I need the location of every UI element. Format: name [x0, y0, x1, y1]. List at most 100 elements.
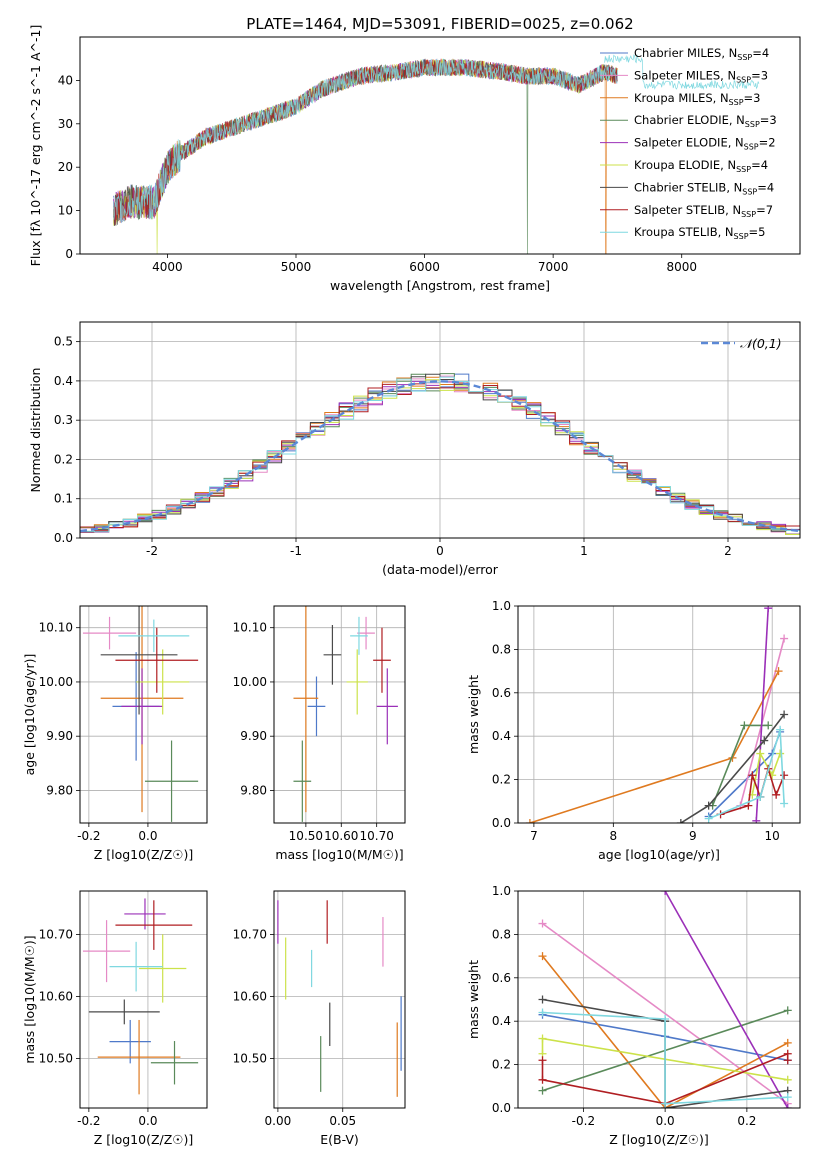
legend-sub: SSP	[742, 187, 757, 196]
y-tick-label: 0.4	[54, 374, 73, 388]
spectrum-axes: 4000 5000 6000 7000 8000 0 10 20 30 40 wavelength …	[28, 25, 697, 293]
y-tick-label: 0.4	[492, 729, 511, 743]
x-tick-label: 0.0	[656, 1114, 675, 1128]
y-axis-label: Normed distribution	[28, 368, 43, 493]
y-tick-label: 20	[58, 160, 73, 174]
series-marker	[774, 667, 783, 676]
normal-curve	[80, 380, 800, 533]
legend-sub: SSP	[729, 98, 744, 107]
y-tick-label: 10.10	[39, 621, 73, 635]
y-tick-label: 10.60	[233, 989, 267, 1003]
y-axis-label: mass [log10(M/M☉)]	[22, 935, 37, 1063]
mass_vs_Z-points	[82, 898, 199, 1095]
errorbar-point	[121, 668, 163, 745]
histogram-kroupa-elodie	[80, 379, 800, 535]
y-tick-label: 0.3	[54, 413, 73, 427]
x-tick-label: 0.05	[329, 1114, 356, 1128]
x-axis-label: Z [log10(Z/Z☉)]	[94, 1132, 194, 1147]
errorbar-point	[82, 920, 131, 983]
y-tick-label: 10	[58, 204, 73, 218]
series-marker	[783, 1104, 792, 1108]
x-axis-label: wavelength [Angstrom, rest frame]	[330, 278, 550, 293]
series-line	[708, 729, 785, 820]
spectrum-chabrier-elodie	[113, 58, 618, 254]
series-marker	[538, 1086, 547, 1095]
y-tick-label: 0.2	[492, 1058, 511, 1072]
x-tick-label: -0.2	[77, 829, 100, 843]
plot-layer: 4000 5000 6000 7000 8000010203040wavelength …	[22, 25, 801, 1147]
massweight_vs_Z-axes: -0.2 0.0 0.2 0.0 0.2 0.4 0.6 0.8 1.0 Z [log10(Z/Z…	[466, 884, 800, 1147]
errorbar-point	[115, 900, 193, 950]
x-tick-label: 5000	[281, 260, 312, 274]
legend-n: =3	[744, 91, 761, 105]
y-tick-label: 9.80	[240, 783, 267, 797]
series-marker	[783, 1038, 792, 1047]
series-marker	[756, 749, 765, 758]
histogram-kroupa-stelib	[80, 376, 800, 533]
y-tick-label: 0.0	[54, 531, 73, 545]
x-tick-label: 2	[724, 544, 732, 558]
x-tick-label: 10	[765, 829, 780, 843]
errorbar-point	[109, 1019, 151, 1064]
y-tick-label: 0.2	[492, 773, 511, 787]
mass_vs_ebv-axes: 0.00 0.05 10.50 10.60 10.70 E(B-V)	[233, 891, 405, 1147]
x-tick-label: 0.0	[138, 1114, 157, 1128]
x-tick-label: 7000	[538, 260, 569, 274]
y-tick-label: 10.00	[39, 675, 73, 689]
series-marker	[538, 1034, 547, 1043]
x-axis-label: Z [log10(Z/Z☉)]	[609, 1132, 709, 1147]
y-tick-label: 9.90	[46, 729, 73, 743]
histogram-salpeter-stelib	[80, 382, 800, 532]
legend-entry: Salpeter ELODIE, NSSP=2	[634, 136, 776, 152]
series-marker	[776, 725, 785, 734]
errorbar-point	[376, 668, 398, 745]
series-marker	[780, 634, 789, 643]
errorbar-point	[115, 627, 199, 693]
spectrum-kroupa-stelib-tail	[604, 54, 760, 91]
y-tick-label: 0.8	[492, 927, 511, 941]
spectrum-legend: Chabrier MILES, NSSP=4 Salpeter MILES, NS…	[600, 46, 777, 241]
massweight_vs_age-series	[525, 606, 789, 823]
legend-n: =3	[751, 68, 768, 82]
series-marker	[783, 1056, 792, 1065]
x-tick-label: 0.2	[737, 1114, 756, 1128]
y-tick-label: 0.4	[492, 1014, 511, 1028]
errorbar-point	[373, 627, 391, 693]
age_vs_Z-axes: -0.2 0.0 9.80 9.90 10.00 10.10 Z [log10(Z/Z☉)]…	[22, 606, 207, 862]
y-tick-label: 0	[65, 247, 73, 261]
legend-sub: SSP	[734, 232, 749, 241]
legend-n: =7	[756, 203, 773, 217]
x-tick-label: 9	[689, 829, 697, 843]
series-marker	[676, 819, 685, 823]
massweight_vs_Z-series	[538, 891, 792, 1108]
errorbar-point	[293, 740, 312, 822]
y-tick-label: 40	[58, 73, 73, 87]
y-tick-label: 10.00	[233, 675, 267, 689]
y-tick-label: 9.80	[46, 783, 73, 797]
errorbar-point	[350, 616, 368, 655]
series-marker	[780, 799, 789, 808]
series-marker	[776, 749, 785, 758]
errorbar-point	[144, 740, 199, 822]
series-marker	[661, 1099, 670, 1108]
y-tick-label: 1.0	[492, 884, 511, 898]
series-marker	[748, 771, 757, 780]
y-tick-label: 0.0	[492, 816, 511, 830]
legend-entry: Salpeter STELIB, NSSP=7	[634, 203, 773, 219]
y-tick-label: 10.50	[39, 1051, 73, 1065]
age_vs_mass-frame	[273, 605, 406, 824]
series-marker	[744, 801, 753, 810]
legend-entry: Chabrier MILES, NSSP=4	[634, 46, 769, 62]
errorbar-point	[139, 934, 187, 1003]
y-tick-label: 10.70	[233, 927, 267, 941]
errorbar-point	[118, 619, 190, 653]
errorbar-point	[88, 999, 160, 1025]
series-marker	[772, 790, 781, 799]
mass_vs_ebv-frame	[273, 890, 406, 1109]
series-marker	[752, 816, 761, 823]
residuals-axes: -2 -1 0 1 2 0.0 0.1 0.2 0.3 0.4 0.5 (data-model)/er…	[28, 322, 800, 577]
legend-sub: SSP	[745, 120, 760, 129]
x-tick-label: 10.70	[359, 829, 393, 843]
age_vs_mass-axes: 10.50 10.60 10.70 9.80 9.90 10.00 10.10 mass [l…	[233, 606, 405, 862]
